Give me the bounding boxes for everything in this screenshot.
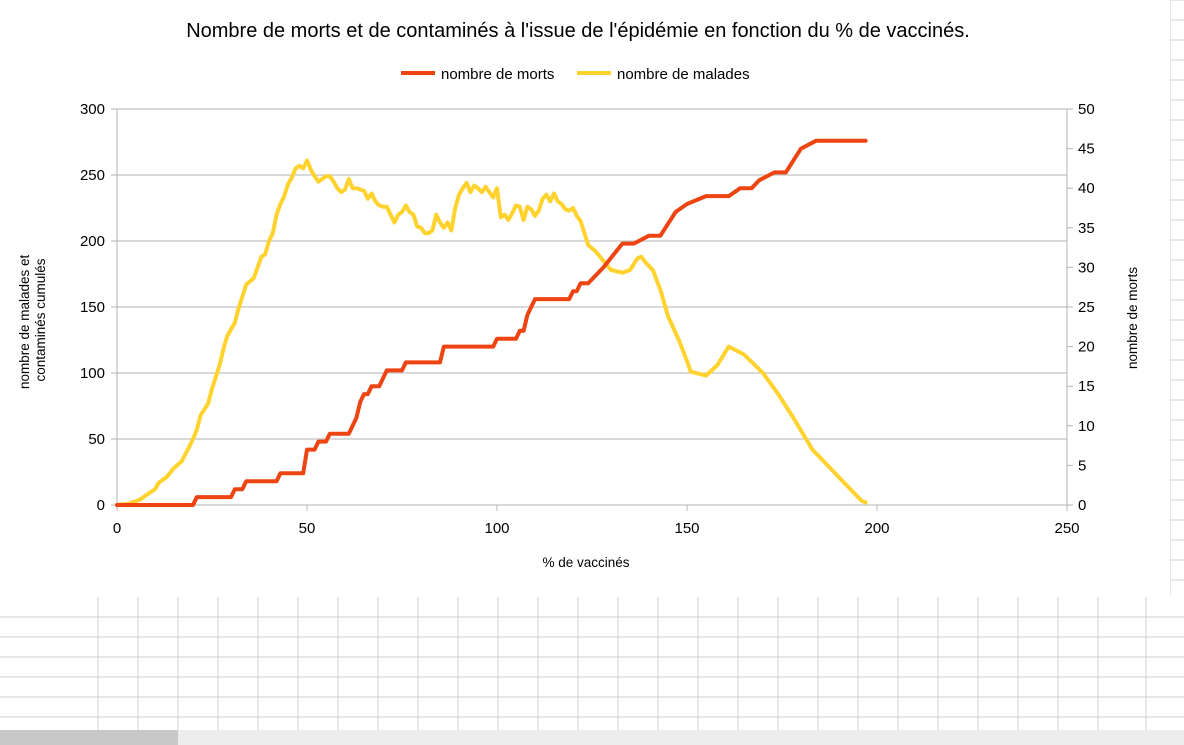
y-left-tick-label: 100 [80,365,105,382]
y-right-tick-label: 35 [1078,220,1095,237]
x-tick-label: 50 [299,520,316,537]
y-right-tick-label: 20 [1078,339,1095,356]
x-tick-label: 150 [674,520,699,537]
y-left-tick-label: 50 [88,431,105,448]
y-right-tick-label: 0 [1078,497,1086,514]
y-right-tick-label: 40 [1078,180,1095,197]
y-left-tick-label: 150 [80,299,105,316]
y-left-tick-label: 300 [80,101,105,118]
y-right-tick-label: 50 [1078,101,1095,118]
series-layer [115,138,868,507]
x-tick-label: 100 [484,520,509,537]
chart-title: Nombre de morts et de contaminés à l'iss… [186,20,970,42]
legend-label-nombre-de-morts: nombre de morts [441,66,554,83]
y-right-tick-label: 10 [1078,418,1095,435]
y-axis-right-title: nombre de morts [1125,267,1140,369]
y-axis-left-title: nombre de malades et contaminés cumulés [17,251,48,389]
y-right-tick-label: 5 [1078,457,1086,474]
y-right-tick-label: 45 [1078,141,1095,158]
horizontal-scrollbar-thumb[interactable] [0,730,178,745]
series-line-nombre-de-malades [115,158,868,507]
y-left-tick-label: 200 [80,233,105,250]
y-left-tick-label: 250 [80,167,105,184]
y-axis-left-title-line2: contaminés cumulés [33,258,48,381]
x-tick-label: 0 [113,520,121,537]
series-line-nombre-de-morts [115,138,868,507]
chart-area[interactable]: Nombre de morts et de contaminés à l'iss… [0,0,1170,597]
y-left-tick-label: 0 [97,497,105,514]
horizontal-scrollbar[interactable] [0,730,1184,745]
x-axis-title: % de vaccinés [542,555,629,570]
x-tick-label: 250 [1054,520,1079,537]
x-tick-label: 200 [864,520,889,537]
axes [111,108,1073,511]
tick-labels: 0 50 100 150 200 250 300 0 5 10 15 20 25 30 35 40 45 50 0 5… [80,101,1095,537]
y-right-tick-label: 30 [1078,259,1095,276]
y-axis-left-title-line1: nombre de malades et [17,254,32,389]
y-right-tick-label: 15 [1078,378,1095,395]
y-right-tick-label: 25 [1078,299,1095,316]
line-chart: Nombre de morts et de contaminés à l'iss… [17,20,1140,570]
legend-label-nombre-de-malades: nombre de malades [617,66,750,83]
gridlines [117,108,1067,506]
legend: nombre de morts nombre de malades [401,66,750,83]
